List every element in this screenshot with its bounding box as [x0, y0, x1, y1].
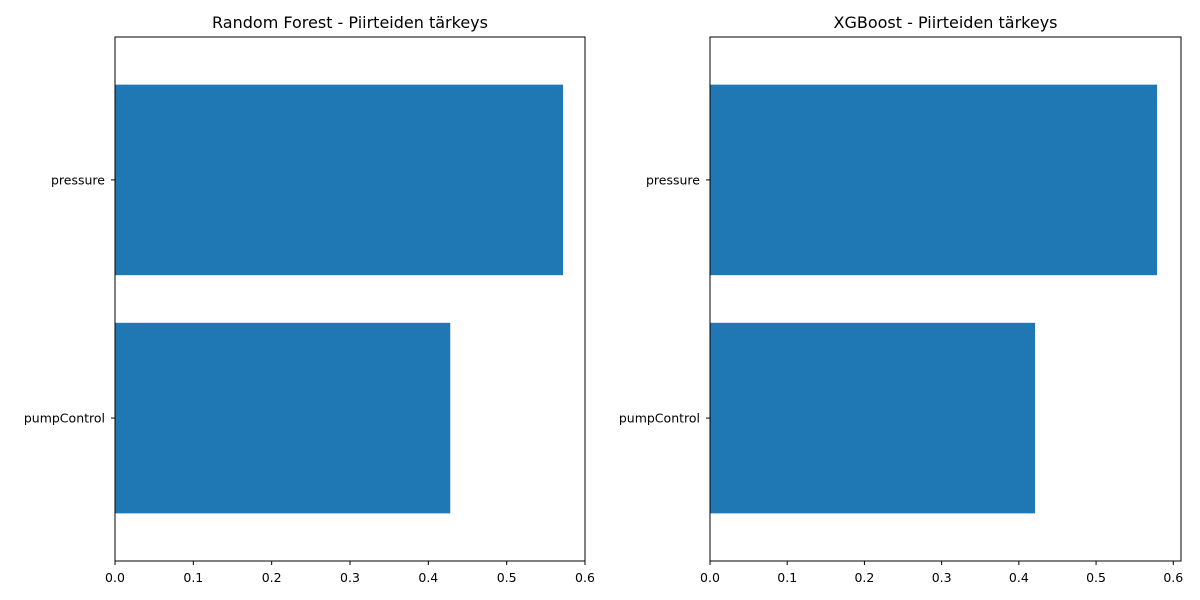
x-tick-label: 0.2 — [262, 570, 282, 585]
bar-pumpControl — [710, 322, 1036, 514]
x-tick-label: 0.6 — [1163, 570, 1183, 585]
x-tick-label: 0.4 — [1009, 570, 1029, 585]
x-tick-label: 0.3 — [340, 570, 360, 585]
chart-title: XGBoost - Piirteiden tärkeys — [833, 13, 1057, 32]
x-tick-label: 0.5 — [1086, 570, 1106, 585]
x-tick-label: 0.3 — [932, 570, 952, 585]
x-tick-label: 0.2 — [854, 570, 874, 585]
y-tick-label: pumpControl — [24, 411, 105, 426]
x-tick-label: 0.4 — [418, 570, 438, 585]
plot-frame — [709, 36, 1182, 562]
chart-xgboost: XGBoost - Piirteiden tärkeys pressure pum… — [619, 13, 1183, 585]
x-tick-label: 0.1 — [777, 570, 797, 585]
bar-pressure — [115, 84, 564, 276]
y-tick-label: pressure — [646, 172, 700, 187]
y-tick-label: pressure — [51, 172, 105, 187]
chart-title: Random Forest - Piirteiden tärkeys — [212, 13, 488, 32]
x-tick-label: 0.0 — [700, 570, 720, 585]
y-tick-label: pumpControl — [619, 411, 700, 426]
x-tick-label: 0.0 — [105, 570, 125, 585]
x-tick-label: 0.5 — [497, 570, 517, 585]
bar-pumpControl — [115, 322, 451, 514]
chart-random-forest: Random Forest - Piirteiden tärkeys press… — [24, 13, 595, 585]
bar-pressure — [710, 84, 1158, 276]
x-tick-label: 0.1 — [183, 570, 203, 585]
x-tick-label: 0.6 — [575, 570, 595, 585]
